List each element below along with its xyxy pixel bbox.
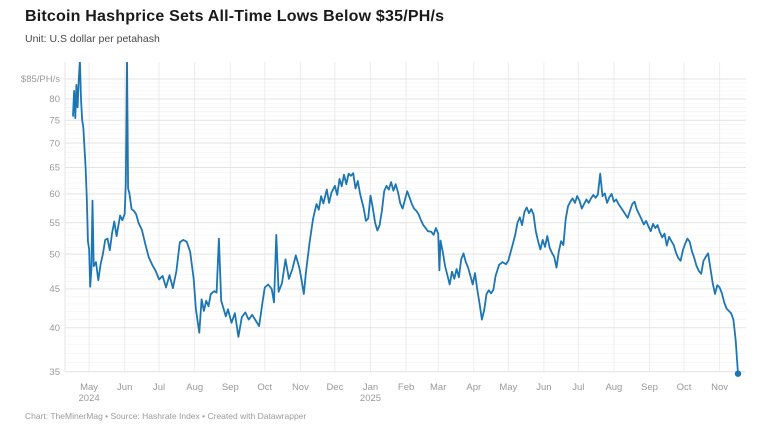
y-axis-label: 35 [49, 367, 60, 378]
y-axis-label: 60 [49, 189, 60, 200]
last-value-dot [734, 370, 742, 377]
chart-subtitle: Unit: U.S dollar per petahash [25, 33, 160, 45]
x-axis-label: Feb [398, 382, 414, 393]
x-axis-label: Oct [257, 382, 272, 393]
x-axis-label: Nov [711, 382, 728, 393]
x-axis-label: Nov [292, 382, 309, 393]
chart-title: Bitcoin Hashprice Sets All-Time Lows Bel… [25, 8, 445, 25]
x-axis-label: May [80, 382, 98, 393]
x-axis-label: Jan [363, 382, 378, 393]
y-axis-label: 70 [49, 138, 60, 149]
x-axis-year-label: 2024 [79, 393, 100, 404]
x-axis-label: Jun [536, 382, 551, 393]
x-axis-label: Jul [153, 382, 165, 393]
x-axis-label: Aug [605, 382, 622, 393]
y-axis-label: 75 [49, 116, 60, 127]
x-axis-label: Sep [641, 382, 658, 393]
x-axis-year-label: 2025 [360, 393, 381, 404]
y-axis-label: 65 [49, 163, 60, 174]
x-axis-label: Aug [186, 382, 203, 393]
y-axis-label: 40 [49, 323, 60, 334]
hashprice-series [72, 62, 742, 377]
y-axis: $85/PH/s 80 75 70 65 60 55 50 45 40 35 [21, 74, 746, 378]
month-gridlines [64, 62, 721, 372]
x-axis-label: Oct [677, 382, 692, 393]
y-axis-label: 55 [49, 218, 60, 229]
x-axis-label: Sep [222, 382, 239, 393]
chart-credit: Chart: TheMinerMag • Source: Hashrate In… [25, 411, 307, 421]
y-axis-label: 50 [49, 249, 60, 260]
y-axis-label: 45 [49, 284, 60, 295]
hashprice-line [72, 62, 739, 375]
x-axis-label: Jul [572, 382, 584, 393]
x-axis-label: Jun [117, 382, 132, 393]
x-axis-label: Mar [430, 382, 446, 393]
y-axis-label: 80 [49, 94, 60, 105]
x-axis-label: Apr [466, 382, 481, 393]
x-axis-label: Dec [326, 382, 343, 393]
x-axis-label: May [499, 382, 517, 393]
y-axis-label: $85/PH/s [21, 74, 60, 85]
